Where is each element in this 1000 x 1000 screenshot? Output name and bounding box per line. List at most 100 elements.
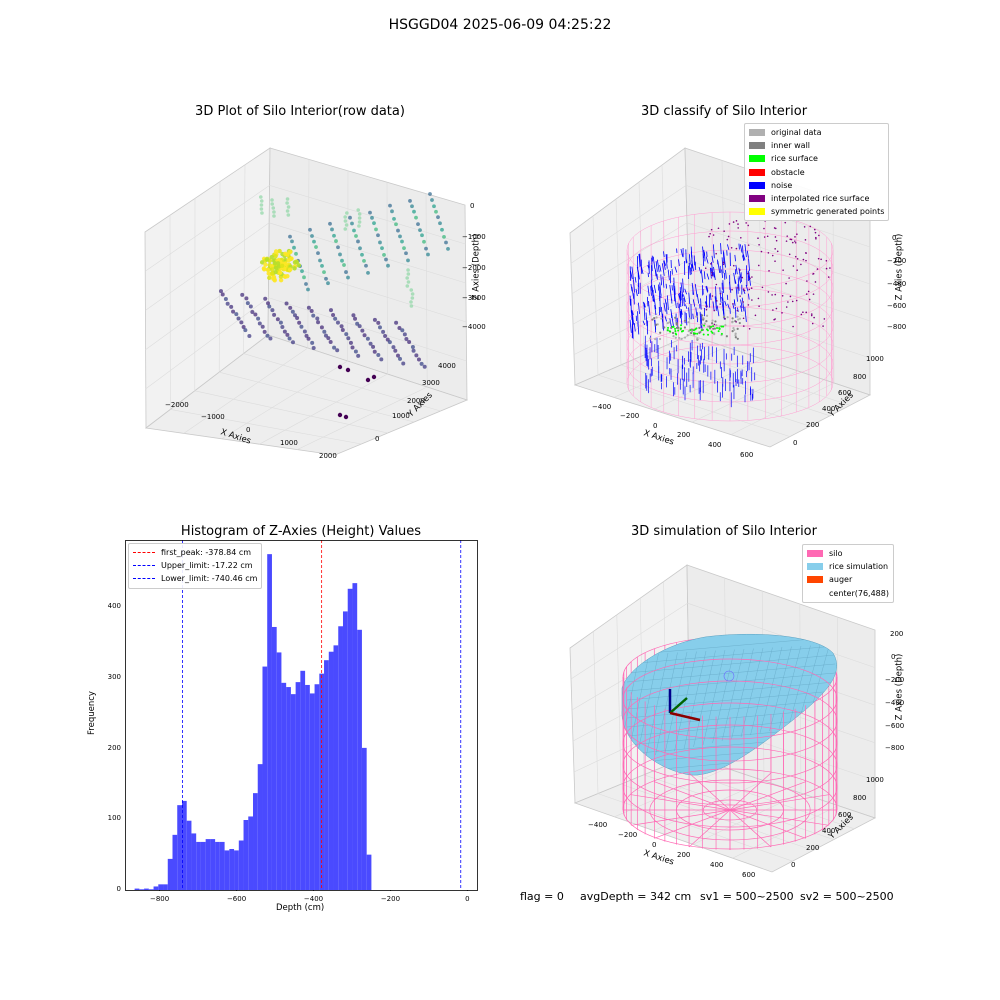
noise-point [735, 286, 738, 302]
data-point [376, 352, 381, 357]
interpolated-point [805, 293, 808, 295]
noise-point [654, 268, 657, 277]
noise-point [698, 266, 702, 274]
data-point [406, 280, 411, 284]
data-point [409, 300, 413, 304]
interpolated-point [774, 248, 776, 250]
grid-line [837, 616, 839, 806]
interpolated-point [789, 238, 792, 241]
grid-line [652, 358, 763, 411]
inner-wall-point [701, 314, 704, 317]
footer-flag: flag = 0 [520, 890, 564, 903]
data-point [272, 210, 276, 214]
data-point [275, 261, 281, 266]
data-point [424, 246, 428, 251]
interpolated-point [813, 228, 816, 231]
p1-ytick-0: 0 [375, 435, 380, 443]
surface-mesh-line [655, 652, 678, 756]
rice-surface-point [700, 329, 703, 332]
interpolated-point [785, 240, 788, 242]
data-point [353, 349, 358, 354]
data-point [402, 332, 407, 337]
noise-point [674, 285, 676, 296]
data-point [357, 216, 362, 220]
hist-bar [219, 841, 225, 890]
noise-point [669, 284, 673, 301]
data-point [371, 344, 376, 349]
hist-bar [276, 652, 282, 890]
inner-wall-point [711, 319, 714, 322]
interpolated-point [814, 281, 817, 283]
silo-floor-spoke [729, 772, 772, 811]
noise-point [643, 302, 646, 308]
interpolated-point [788, 253, 791, 256]
noise-point [631, 266, 634, 280]
surface-mesh-line [693, 650, 716, 748]
panel4-title: 3D simulation of Silo Interior [631, 524, 817, 539]
interpolated-point [704, 267, 707, 270]
rice-surface-point [720, 332, 723, 335]
interpolated-point [711, 274, 713, 276]
interpolated-point [810, 313, 813, 315]
p1-ytick-2: 2000 [407, 397, 425, 405]
grid-line [570, 602, 688, 680]
data-point [344, 270, 348, 274]
inner-wall-point [734, 336, 737, 339]
interpolated-point [791, 300, 794, 303]
hist-bar [210, 839, 216, 890]
surface-mesh-line [636, 653, 659, 760]
interpolated-point [795, 299, 798, 302]
hist-bar [224, 850, 230, 890]
inner-wall-point [698, 326, 701, 329]
noise-point [650, 265, 653, 281]
legend-item: first_peak: -378.84 cm [133, 546, 257, 559]
data-point [328, 308, 333, 313]
data-point [392, 216, 396, 221]
rice-surface-point [720, 325, 723, 328]
hist-bar [177, 805, 182, 890]
data-point [263, 296, 268, 301]
interpolated-point [727, 235, 730, 238]
noise-point [635, 288, 638, 297]
data-point [253, 312, 258, 317]
legend-label: rice surface [771, 154, 818, 164]
noise-point [656, 259, 660, 273]
grid-line [268, 297, 467, 362]
noise-point [667, 269, 670, 281]
data-point [390, 209, 394, 214]
hist-bar [148, 889, 154, 890]
noise-point [633, 279, 635, 293]
data-point [234, 312, 239, 317]
noise-point [682, 278, 684, 293]
interpolated-point [785, 306, 788, 308]
interpolated-point [737, 223, 739, 225]
surface-mesh-line [626, 636, 836, 656]
p2-ztick-1: −200 [887, 257, 907, 265]
data-point [304, 333, 309, 338]
footer-avg-depth: avgDepth = 342 cm [580, 890, 692, 903]
data-point [271, 276, 276, 281]
data-point [300, 269, 304, 274]
grid-line [145, 259, 269, 350]
legend-label: Upper_limit: -17.22 cm [161, 561, 253, 571]
data-point [285, 201, 289, 205]
silo-floor-spoke [688, 809, 731, 848]
noise-point [677, 302, 679, 309]
hist-bar [357, 629, 362, 890]
hist-bar [262, 666, 268, 890]
data-point [269, 267, 275, 272]
silo-floor-spoke [631, 809, 731, 826]
data-point [284, 301, 289, 306]
data-point [239, 320, 244, 325]
data-point [394, 320, 399, 325]
rice-surface-point [671, 325, 674, 328]
noise-point [720, 243, 722, 255]
noise-point [631, 286, 635, 299]
raw-scatter-3d [144, 147, 469, 456]
data-point [322, 329, 327, 334]
inner-wall-point [658, 337, 662, 341]
noise-point [661, 263, 665, 276]
noise-point [729, 281, 732, 293]
p1-ytick-4: 4000 [438, 362, 456, 370]
data-point [328, 340, 333, 345]
